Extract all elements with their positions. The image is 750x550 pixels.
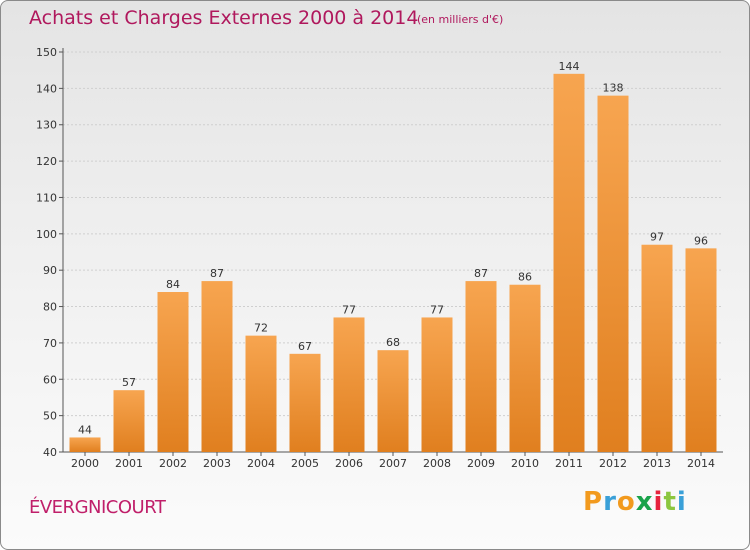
x-tick-label: 2013 [643,457,671,470]
bar [641,244,673,452]
chart-title: Achats et Charges Externes 2000 à 2014 [29,7,419,29]
labels: 44 57 84 87 72 67 77 68 77 87 86 144 138 97 96 [78,60,708,437]
logo-letter: i [676,487,687,517]
x-tick-label: 2014 [687,457,715,470]
bar [377,350,409,452]
data-label: 57 [122,376,136,389]
y-tick-label: 130 [36,119,57,132]
x-tick-label: 2000 [71,457,99,470]
y-tick-label: 50 [43,410,57,423]
y-tick-label: 90 [43,264,57,277]
x-tick-label: 2008 [423,457,451,470]
y-tick-label: 70 [43,337,57,350]
data-label: 138 [603,82,624,95]
y-tick-label: 80 [43,301,57,314]
bar [289,353,321,452]
data-label: 44 [78,423,92,436]
data-label: 86 [518,271,532,284]
bar [157,292,189,452]
data-label: 68 [386,336,400,349]
bar [245,335,277,452]
data-label: 96 [694,234,708,247]
x-tick-label: 2010 [511,457,539,470]
x-tick-label: 2006 [335,457,363,470]
y-tick-label: 100 [36,228,57,241]
x-tick-label: 2001 [115,457,143,470]
data-label: 67 [298,340,312,353]
y-tick-label: 150 [36,46,57,59]
logo-letter: x [635,487,654,517]
proxiti-logo: Proxiti [583,487,687,517]
bar [597,95,629,453]
data-label: 77 [430,303,444,316]
logo-letter: i [653,487,664,517]
bar [553,73,585,453]
commune-name: ÉVERGNICOURT [29,497,166,518]
bar [509,284,541,452]
x-tick-label: 2005 [291,457,319,470]
data-label: 144 [559,60,580,73]
data-label: 87 [210,267,224,280]
bar [421,317,453,452]
data-label: 84 [166,278,180,291]
y-tick-label: 120 [36,155,57,168]
x-tick-label: 2002 [159,457,187,470]
y-tick-label: 60 [43,373,57,386]
logo-letter: t [663,487,677,517]
logo-letter: r [603,487,617,517]
data-label: 77 [342,303,356,316]
y-tick-label: 40 [43,446,57,459]
x-tick-label: 2009 [467,457,495,470]
bar [201,281,233,452]
x-tick-label: 2007 [379,457,407,470]
unit-note: (en milliers d'€) [417,13,504,26]
y-tick-label: 110 [36,191,57,204]
bar [685,248,717,452]
data-label: 72 [254,322,268,335]
bar [113,390,145,452]
x-tick-label: 2012 [599,457,627,470]
logo-letter: o [616,487,636,517]
data-label: 87 [474,267,488,280]
logo-letter: P [583,487,604,517]
y-tick-label: 140 [36,82,57,95]
bar [69,437,101,452]
x-tick-label: 2011 [555,457,583,470]
x-tick-label: 2004 [247,457,275,470]
x-tick-label: 2003 [203,457,231,470]
bar [465,281,497,452]
bars [69,73,717,453]
bar [333,317,365,452]
data-label: 97 [650,231,664,244]
